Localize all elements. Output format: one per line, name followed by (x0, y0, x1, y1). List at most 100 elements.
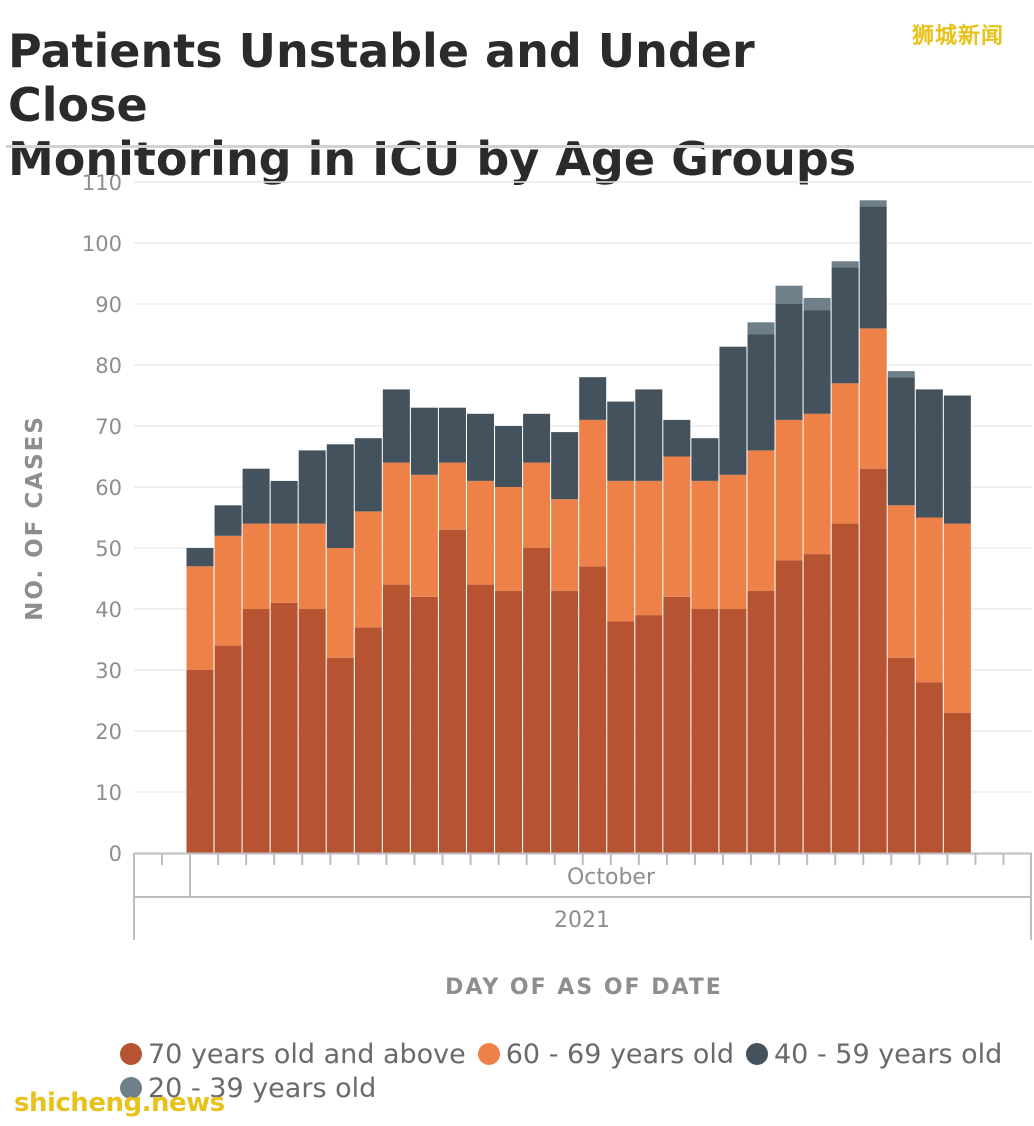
y-tick-label: 70 (95, 415, 122, 439)
legend-label: 20 - 39 years old (148, 1073, 377, 1104)
bar-segment (354, 627, 382, 853)
bar-segment (214, 645, 242, 853)
bar-segment (354, 438, 382, 512)
bar-segment (859, 468, 887, 853)
y-tick-label: 110 (82, 171, 122, 195)
bar-segment (438, 529, 466, 853)
bar-segment (635, 615, 663, 853)
bar-segment (523, 413, 551, 463)
bar-segment (719, 609, 747, 853)
bar-segment (803, 554, 831, 853)
legend-item[interactable]: 70 years old and above (120, 1038, 466, 1072)
bar-segment (831, 523, 859, 853)
bar-segment (635, 480, 663, 616)
chart-title-line-1: Patients Unstable and Under Close (8, 24, 755, 132)
bar-segment (607, 480, 635, 622)
legend-item[interactable]: 40 - 59 years old (746, 1038, 1002, 1072)
legend-swatch-icon (120, 1077, 142, 1099)
bar-segment (915, 517, 943, 683)
bar-segment (495, 487, 523, 591)
bar-segment (467, 584, 494, 853)
bar-segment (186, 566, 214, 670)
bar-segment (691, 480, 719, 609)
bar-segment (186, 548, 214, 567)
bar-segment (438, 462, 466, 530)
bar-segment (859, 328, 887, 469)
legend-swatch-icon (120, 1043, 142, 1065)
bar-segment (382, 462, 410, 585)
legend: 70 years old and above 60 - 69 years old 4… (120, 1038, 1030, 1106)
bar-segment (747, 334, 775, 451)
bar-segment (915, 389, 943, 518)
watermark-bottom: shicheng.news (14, 1088, 225, 1118)
y-tick-label: 60 (95, 476, 122, 500)
y-tick-label: 10 (95, 781, 122, 805)
legend-item[interactable]: 60 - 69 years old (477, 1038, 734, 1072)
legend-swatch-icon (746, 1043, 768, 1065)
bar-segment (214, 505, 242, 536)
bar-segment (523, 548, 551, 853)
y-tick-label: 30 (95, 659, 122, 683)
watermark-top: 狮城新闻 (912, 24, 1005, 49)
bar-segment (495, 426, 523, 487)
bar-segment (775, 304, 803, 420)
bar-segment (803, 413, 831, 555)
bar-segment (691, 438, 719, 481)
bar-segment (719, 474, 747, 609)
bar-segment (859, 206, 887, 329)
bar-segment (663, 456, 691, 597)
legend-label: 60 - 69 years old (505, 1039, 734, 1070)
y-tick-label: 80 (95, 354, 122, 378)
bar-segment (831, 261, 859, 268)
bar-segment (803, 297, 831, 311)
y-axis-label: NO. OF CASES (22, 415, 48, 621)
chart-title-line-2: Monitoring in ICU by Age Groups (8, 132, 857, 186)
bar-segment (635, 389, 663, 481)
bar-segment (943, 523, 971, 713)
y-tick-label: 20 (95, 720, 122, 744)
bar-segment (410, 407, 438, 475)
bar-segment (270, 602, 298, 853)
legend-item[interactable]: 20 - 39 years old (120, 1072, 376, 1106)
bar-segment (242, 468, 270, 524)
bar-segment (579, 419, 607, 567)
bar-segment (887, 377, 915, 506)
bar-segment (382, 584, 410, 853)
x-month-label: October (567, 865, 656, 890)
x-year-label: 2021 (554, 908, 610, 933)
bar-segment (495, 590, 523, 853)
y-tick-label: 40 (95, 598, 122, 622)
bar-segment (579, 377, 607, 420)
bar-segment (747, 450, 775, 591)
bar-segment (298, 523, 326, 609)
bar-segment (887, 657, 915, 853)
bar-segment (270, 480, 298, 524)
bar-segment (242, 523, 270, 609)
bar-segment (326, 657, 354, 853)
bar-segment (607, 401, 635, 481)
bar-segment (551, 499, 579, 591)
y-tick-label: 50 (95, 537, 122, 561)
legend-swatch-icon (477, 1043, 500, 1065)
bar-segment (915, 682, 943, 853)
stacked-bar-chart: 0 10 20 30 40 50 60 70 80 90 100 110 NO. OF CASES O… (22, 171, 1032, 1000)
x-axis (133, 852, 1032, 940)
bar-segment (663, 419, 691, 457)
bar-segment (775, 560, 803, 853)
bar-segment (298, 609, 326, 853)
bar-segment (326, 444, 354, 548)
bar-segment (551, 590, 579, 853)
bar-segment (747, 322, 775, 335)
bar-segment (831, 267, 859, 384)
bar-segment (186, 670, 214, 853)
bar-segment (354, 511, 382, 628)
x-axis-label: DAY OF AS OF DATE (445, 975, 723, 1000)
bar-segment (579, 566, 607, 853)
bar-segment (298, 450, 326, 524)
bar-segment (242, 609, 270, 853)
bar-segment (747, 590, 775, 853)
bar-segment (691, 609, 719, 853)
bar-segment (382, 389, 410, 463)
legend-label: 40 - 59 years old (774, 1039, 1003, 1070)
bar-segment (775, 419, 803, 561)
